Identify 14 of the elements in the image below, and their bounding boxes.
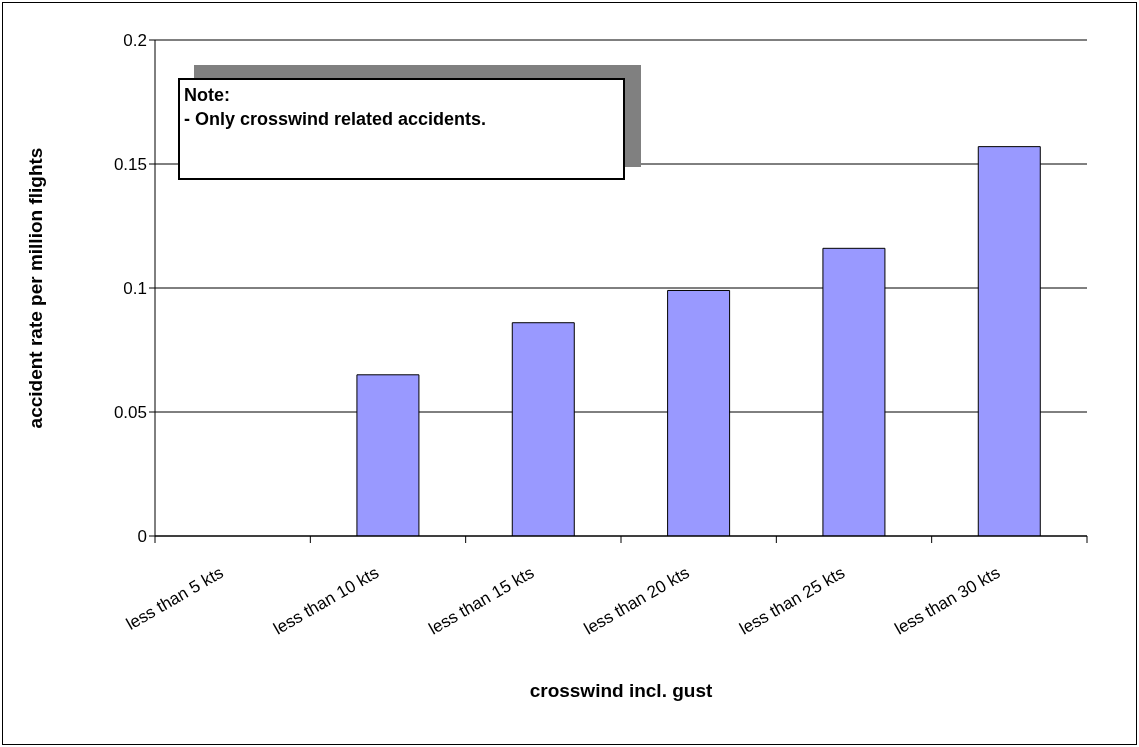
x-tick-label: less than 15 kts: [425, 563, 538, 639]
x-tick-label: less than 25 kts: [736, 563, 848, 639]
y-tick-label: 0.1: [123, 279, 147, 299]
y-tick-label: 0.15: [113, 155, 147, 175]
y-tick-label: 0.05: [113, 403, 147, 423]
x-tick-label: less than 30 kts: [891, 563, 1004, 639]
y-tick-label: 0: [137, 527, 147, 547]
y-tick-label: 0.2: [123, 31, 147, 51]
x-tick-label: less than 5 kts: [123, 563, 227, 634]
x-axis-title: crosswind incl. gust: [529, 680, 713, 701]
y-axis-title: accident rate per million flights: [25, 147, 46, 429]
x-tick-label: less than 10 kts: [270, 563, 382, 639]
x-tick-label: less than 20 kts: [580, 563, 693, 639]
annotation: Note: - Only crosswind related accidents.: [184, 84, 487, 131]
